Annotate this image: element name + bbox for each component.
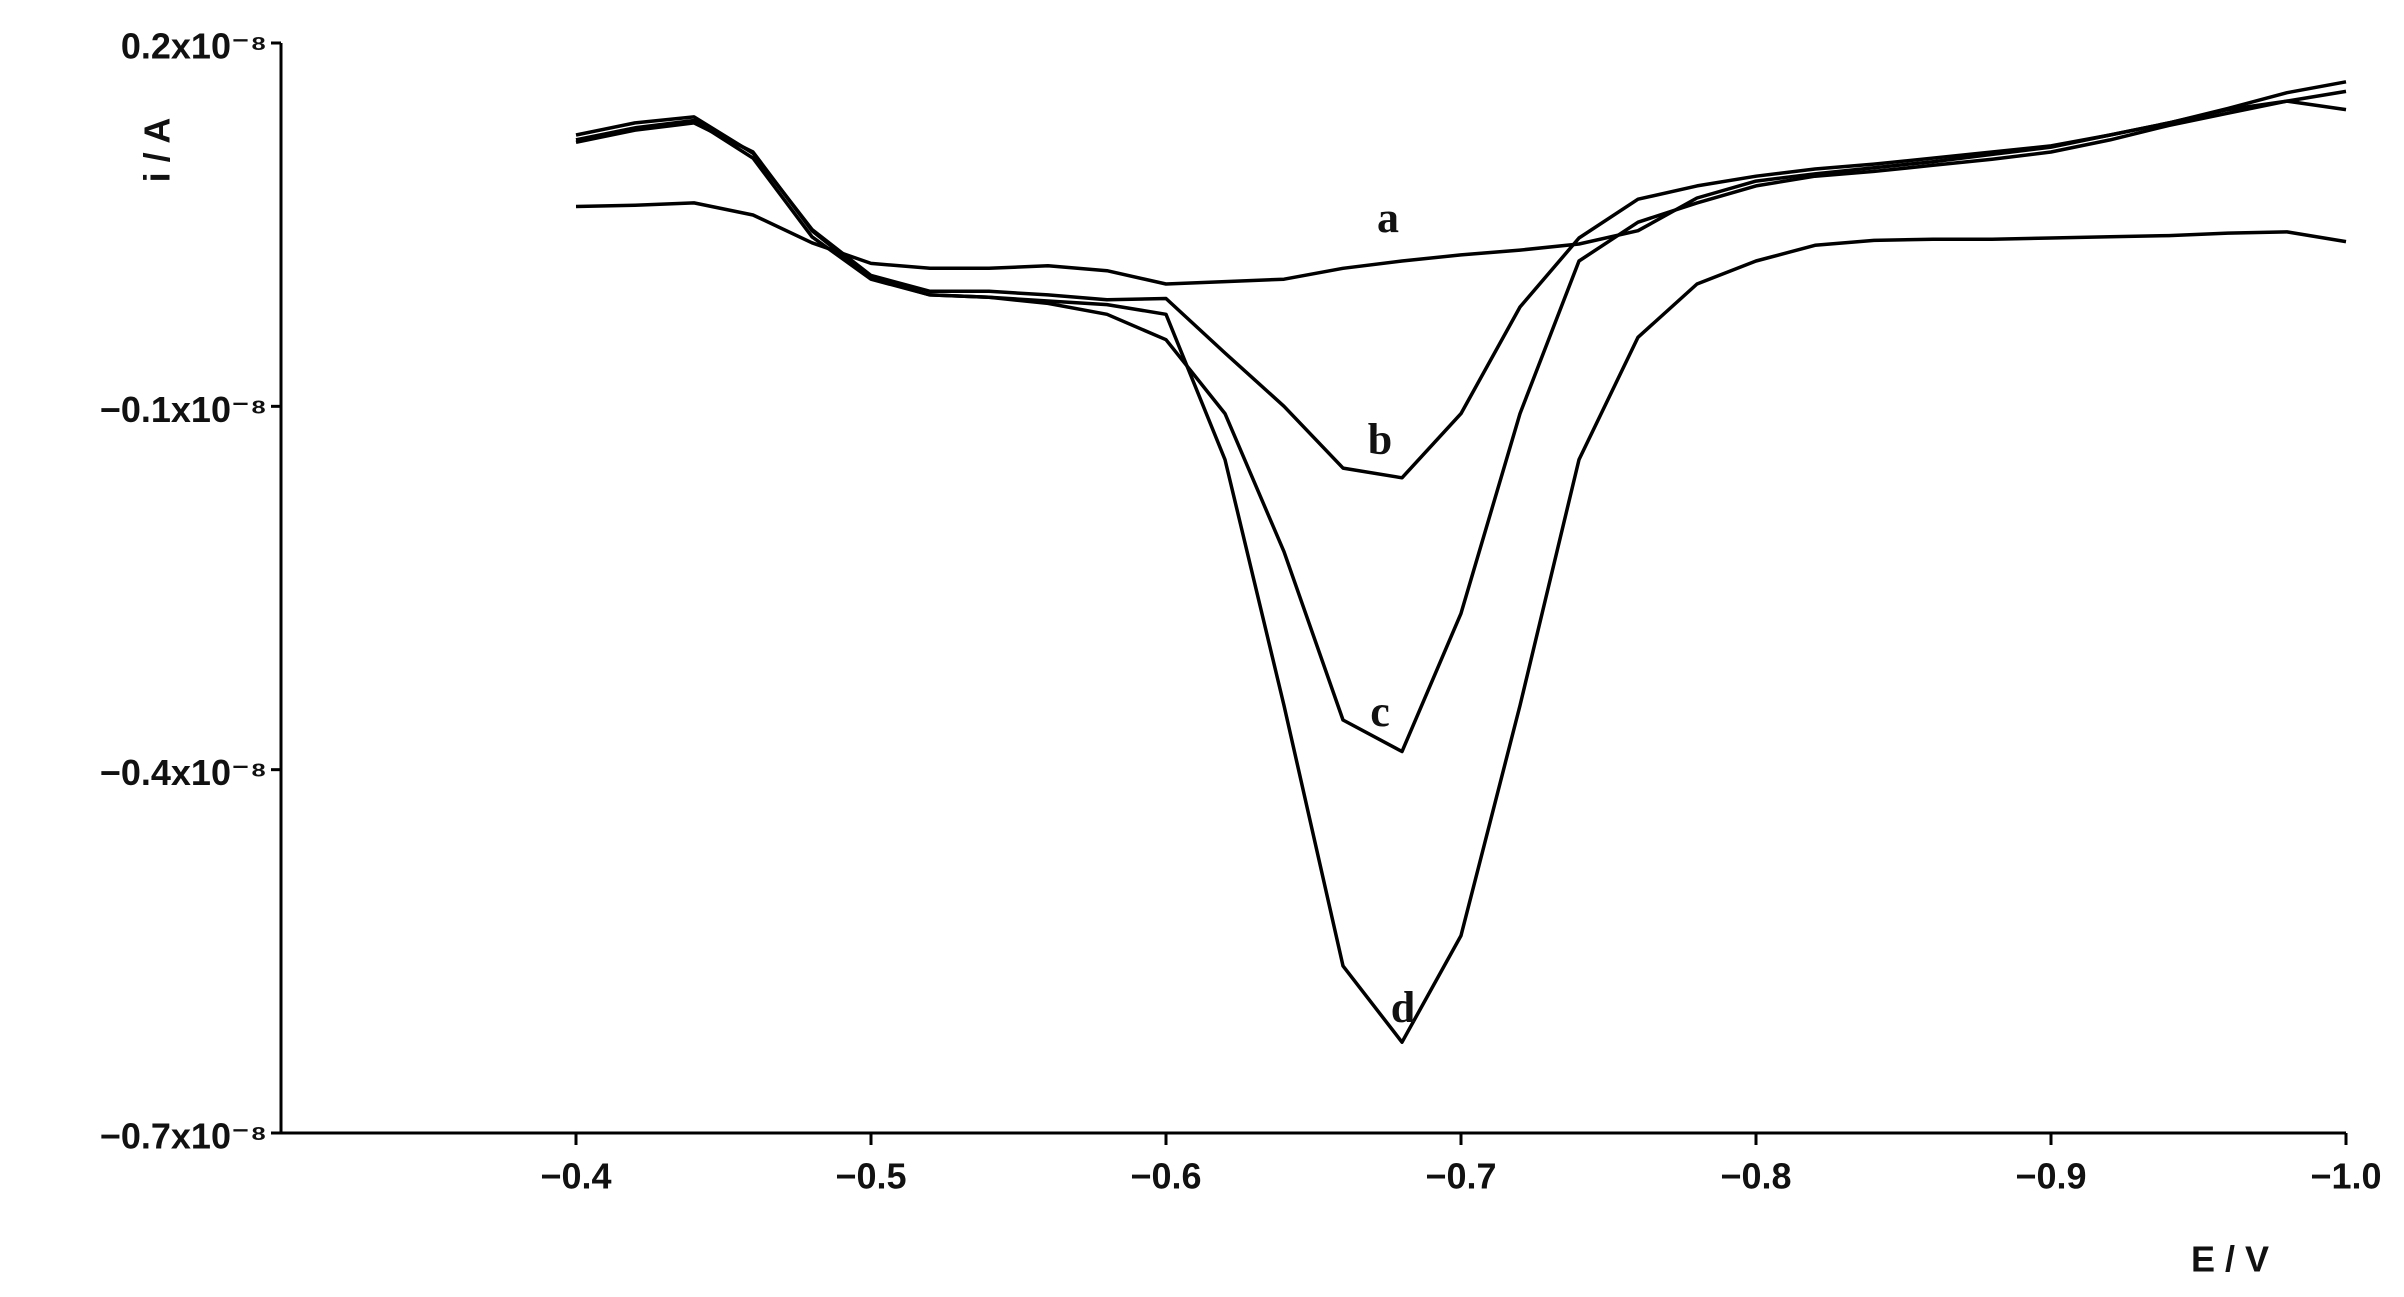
y-tick-label: −0.7x10⁻⁸ bbox=[100, 1116, 267, 1157]
data-line bbox=[575, 80, 2347, 480]
y-tick-label: −0.1x10⁻⁸ bbox=[100, 389, 267, 430]
x-tick-label: −0.9 bbox=[2015, 1156, 2086, 1197]
x-tick-label: −0.5 bbox=[835, 1156, 906, 1197]
x-tick-label: −1.0 bbox=[2310, 1156, 2381, 1197]
series-label: d bbox=[1391, 983, 1415, 1032]
series-label: a bbox=[1377, 193, 1399, 242]
data-line bbox=[575, 121, 2347, 1044]
x-tick-label: −0.4 bbox=[540, 1156, 611, 1197]
series-label: c bbox=[1370, 687, 1390, 736]
series-label: b bbox=[1368, 415, 1392, 464]
x-tick-label: −0.8 bbox=[1720, 1156, 1791, 1197]
x-tick-label: −0.6 bbox=[1130, 1156, 1201, 1197]
y-axis-label: i / A bbox=[137, 118, 178, 183]
y-tick-label: 0.2x10⁻⁸ bbox=[121, 26, 267, 67]
data-line bbox=[575, 89, 2347, 754]
y-tick-label: −0.4x10⁻⁸ bbox=[100, 752, 267, 793]
x-axis-label: E / V bbox=[2191, 1239, 2269, 1280]
x-tick-label: −0.7 bbox=[1425, 1156, 1496, 1197]
